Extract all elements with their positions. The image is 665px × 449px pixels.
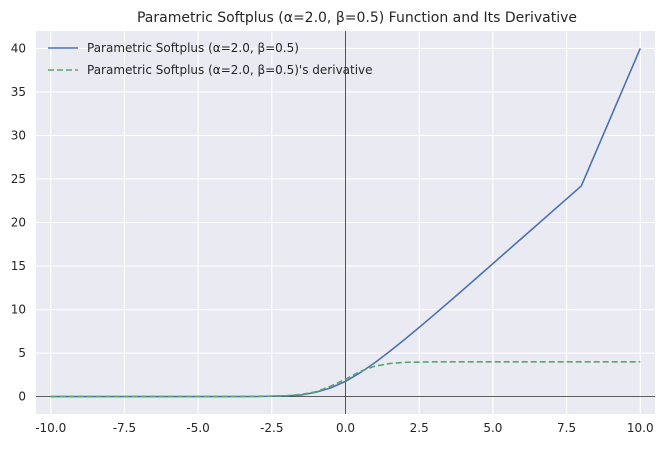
y-tick-labels: 0 5 10 15 20 25 30 35 40 <box>11 41 26 403</box>
legend-label-function: Parametric Softplus (α=2.0, β=0.5) <box>87 41 299 55</box>
x-tick-label-6: 5.0 <box>483 421 502 435</box>
series-layer <box>50 48 641 398</box>
series-line-function <box>50 48 641 398</box>
y-tick-label-8: 40 <box>11 41 26 55</box>
x-tick-label-2: -5.0 <box>186 421 209 435</box>
y-tick-label-5: 25 <box>11 172 26 186</box>
x-tick-label-4: 0.0 <box>336 421 355 435</box>
y-tick-label-6: 30 <box>11 128 26 142</box>
x-tick-label-7: 7.5 <box>557 421 576 435</box>
legend-label-derivative: Parametric Softplus (α=2.0, β=0.5)'s der… <box>87 63 373 77</box>
x-tick-label-0: -10.0 <box>35 421 66 435</box>
x-tick-labels: -10.0 -7.5 -5.0 -2.5 0.0 2.5 5.0 7.5 10.0 <box>35 421 653 435</box>
y-tick-label-1: 5 <box>18 346 26 360</box>
x-tick-label-5: 2.5 <box>410 421 429 435</box>
legend: Parametric Softplus (α=2.0, β=0.5) Param… <box>48 41 373 77</box>
y-tick-label-0: 0 <box>18 390 26 404</box>
chart-title: Parametric Softplus (α=2.0, β=0.5) Funct… <box>137 10 577 26</box>
x-tick-label-1: -7.5 <box>113 421 136 435</box>
y-tick-label-7: 35 <box>11 85 26 99</box>
y-tick-label-2: 10 <box>11 303 26 317</box>
x-tick-label-3: -2.5 <box>260 421 283 435</box>
y-tick-label-3: 15 <box>11 259 26 273</box>
x-tick-label-8: 10.0 <box>627 421 654 435</box>
y-tick-label-4: 20 <box>11 216 26 230</box>
